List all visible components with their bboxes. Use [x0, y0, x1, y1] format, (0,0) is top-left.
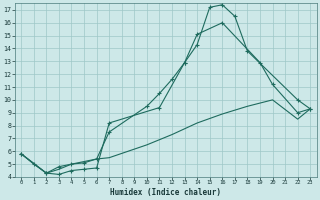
- X-axis label: Humidex (Indice chaleur): Humidex (Indice chaleur): [110, 188, 221, 197]
